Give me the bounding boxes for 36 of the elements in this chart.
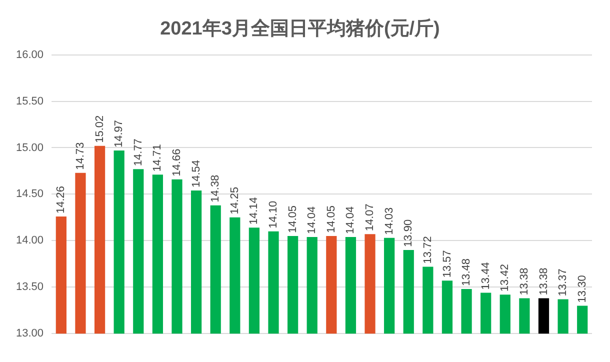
data-label: 14.14 [248,197,260,225]
data-label: 14.97 [113,120,126,148]
data-label: 13.30 [576,275,588,303]
data-label: 14.07 [364,204,376,232]
data-label: 13.37 [557,268,570,296]
y-tick-label: 14.00 [16,234,44,247]
data-label: 14.38 [210,174,222,202]
data-label: 15.02 [94,115,106,143]
y-tick-label: 15.50 [16,95,44,108]
data-label: 14.66 [171,148,184,176]
y-tick-label: 13.50 [16,281,44,294]
data-label: 13.72 [422,236,434,264]
data-label: 13.57 [441,250,454,278]
y-tick-label: 16.00 [16,48,44,61]
data-label: 13.38 [518,268,530,296]
data-label: 14.10 [268,200,280,228]
data-label: 13.42 [499,264,512,292]
data-label: 14.26 [55,186,68,214]
data-label: 14.05 [325,205,338,234]
chart-title: 2021年3月全国日平均猪价(元/斤) [160,18,440,40]
y-tick-label: 13.00 [16,328,44,340]
data-label: 14.04 [306,206,318,234]
data-label: 14.05 [286,205,299,234]
y-tick-label: 15.00 [16,142,44,154]
data-label: 13.90 [402,219,415,247]
data-label: 13.38 [538,268,550,296]
data-label: 14.77 [132,138,144,166]
data-label: 14.04 [344,206,357,234]
y-tick-label: 14.50 [16,188,44,200]
data-label: 14.73 [74,142,87,170]
data-label: 14.03 [383,207,396,235]
data-label: 13.44 [480,262,492,290]
data-label: 14.25 [228,186,241,214]
data-label: 14.71 [152,144,164,172]
data-label: 14.54 [190,160,202,188]
data-label: 13.48 [460,258,473,286]
